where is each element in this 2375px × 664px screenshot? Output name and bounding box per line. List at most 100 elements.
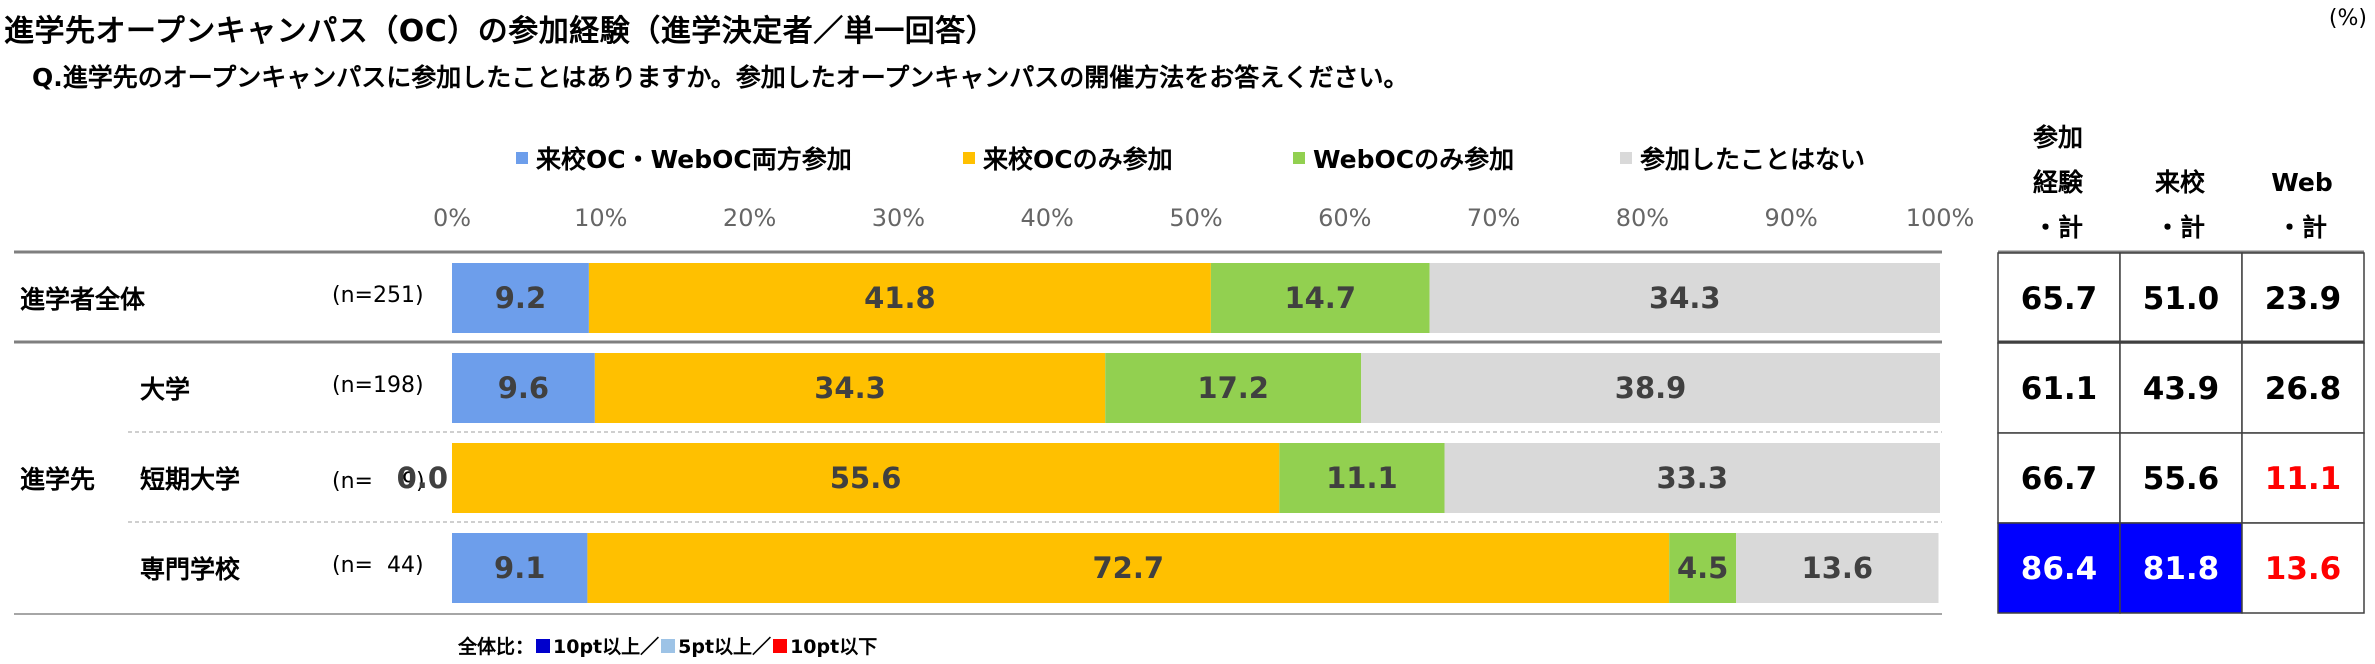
summary-cell bbox=[1997, 522, 2121, 614]
header-web-line2: ・計 bbox=[2276, 213, 2327, 242]
x-tick-label: 20% bbox=[723, 204, 776, 232]
group-label-destination: 進学先 bbox=[20, 465, 96, 494]
note-swatch-10pt-down bbox=[773, 638, 788, 653]
bar-value-label: 55.6 bbox=[830, 461, 902, 495]
bar-value-label: 11.1 bbox=[1326, 461, 1398, 495]
bar-segment bbox=[1736, 533, 1939, 603]
summary-value: 51.0 bbox=[2143, 281, 2220, 317]
summary-cell bbox=[2241, 432, 2365, 524]
bar-value-label: 13.6 bbox=[1802, 551, 1874, 585]
bar-segment bbox=[1669, 533, 1737, 603]
summary-value: 11.1 bbox=[2265, 461, 2342, 497]
bar-segment bbox=[1429, 263, 1940, 333]
bar-value-label: 34.3 bbox=[1649, 281, 1721, 315]
x-tick-label: 0% bbox=[433, 204, 471, 232]
bar-segment bbox=[452, 353, 595, 423]
question-text: Q.進学先のオープンキャンパスに参加したことはありますか。参加したオープンキャン… bbox=[32, 63, 1409, 92]
note-label-5pt-up: 5pt以上 bbox=[678, 636, 753, 658]
x-tick-label: 100% bbox=[1906, 204, 1975, 232]
bar-value-label: 14.7 bbox=[1284, 281, 1356, 315]
header-campus: 来校 ・計 bbox=[2120, 160, 2240, 250]
header-participation-line3: ・計 bbox=[2032, 213, 2083, 242]
summary-value: 65.7 bbox=[2021, 281, 2098, 317]
legend-swatch-both bbox=[516, 152, 528, 164]
legend-item-web-only: WebOCのみ参加 bbox=[1293, 140, 1514, 176]
bar-segment bbox=[1210, 263, 1430, 333]
comparison-note: 全体比： 10pt以上 ／ 5pt以上 ／ 10pt以下 bbox=[458, 632, 877, 659]
legend-swatch-campus-only bbox=[963, 152, 975, 164]
summary-value: 13.6 bbox=[2265, 551, 2342, 587]
bar-segment bbox=[452, 443, 1280, 513]
legend-label-both: 来校OC・WebOC両方参加 bbox=[536, 145, 852, 174]
x-tick-label: 50% bbox=[1169, 204, 1222, 232]
x-tick-label: 60% bbox=[1318, 204, 1371, 232]
header-campus-line2: ・計 bbox=[2154, 213, 2205, 242]
summary-value: 55.6 bbox=[2143, 461, 2220, 497]
bar-value-label: 72.7 bbox=[1093, 551, 1165, 585]
bar-value-label: 4.5 bbox=[1677, 551, 1728, 585]
x-tick-label: 40% bbox=[1021, 204, 1074, 232]
note-swatch-5pt-up bbox=[661, 638, 676, 653]
legend-item-none: 参加したことはない bbox=[1620, 140, 1865, 176]
summary-cell bbox=[2241, 342, 2365, 434]
note-prefix: 全体比： bbox=[458, 636, 535, 658]
bar-segment bbox=[452, 533, 588, 603]
summary-value: 43.9 bbox=[2143, 371, 2220, 407]
note-label-10pt-down: 10pt以下 bbox=[790, 636, 878, 658]
bar-series: 9.2 41.8 14.7 34.3 9.6 34.3 17.2 38.9 0.0 55.6 11.… bbox=[397, 263, 1940, 603]
bar-value-label: 41.8 bbox=[864, 281, 936, 315]
x-tick-label: 10% bbox=[574, 204, 627, 232]
row-n-junior-college: (n= 9) bbox=[332, 469, 425, 494]
x-tick-label: 30% bbox=[872, 204, 925, 232]
bar-segment bbox=[1105, 353, 1362, 423]
legend-label-none: 参加したことはない bbox=[1640, 145, 1866, 174]
bar-segment bbox=[1279, 443, 1445, 513]
bar-value-label: 34.3 bbox=[814, 371, 886, 405]
summary-value: 26.8 bbox=[2265, 371, 2342, 407]
bar-segment bbox=[1361, 353, 1940, 423]
bar-segment bbox=[594, 353, 1106, 423]
bar-value-label: 33.3 bbox=[1656, 461, 1728, 495]
row-n-vocational: (n= 44) bbox=[332, 553, 424, 578]
legend-swatch-web-only bbox=[1293, 152, 1305, 164]
row-label-university: 大学 bbox=[140, 375, 191, 404]
note-swatch-10pt-up bbox=[536, 638, 551, 653]
legend-item-campus-only: 来校OCのみ参加 bbox=[963, 140, 1173, 176]
summary-value: 23.9 bbox=[2265, 281, 2342, 317]
x-tick-label: 70% bbox=[1467, 204, 1520, 232]
summary-table: 65.7 51.0 23.9 61.1 43.9 26.8 66.7 55.6 11.1 86.4… bbox=[1997, 250, 2365, 614]
legend-label-campus-only: 来校OCのみ参加 bbox=[983, 145, 1173, 174]
summary-value: 86.4 bbox=[2021, 551, 2098, 587]
header-web-line1: Web bbox=[2271, 168, 2333, 197]
bar-value-label: 9.2 bbox=[495, 281, 546, 315]
row-n-university: (n=198) bbox=[332, 373, 424, 398]
bar-segment bbox=[587, 533, 1670, 603]
note-label-10pt-up: 10pt以上 bbox=[553, 636, 641, 658]
x-tick-label: 90% bbox=[1765, 204, 1818, 232]
bar-value-label: 9.1 bbox=[494, 551, 545, 585]
legend-swatch-none bbox=[1620, 152, 1632, 164]
header-web: Web ・計 bbox=[2242, 160, 2362, 250]
x-tick-label: 80% bbox=[1616, 204, 1669, 232]
legend-label-web-only: WebOCのみ参加 bbox=[1313, 145, 1515, 174]
note-separator-1: ／ bbox=[640, 636, 660, 658]
row-label-vocational: 専門学校 bbox=[140, 555, 241, 584]
header-campus-line1: 来校 bbox=[2154, 168, 2205, 197]
row-n-overall: (n=251) bbox=[332, 283, 424, 308]
summary-cell bbox=[1997, 252, 2121, 344]
header-participation-line1: 参加 bbox=[2032, 123, 2083, 152]
bar-value-label: 9.6 bbox=[498, 371, 549, 405]
summary-cell bbox=[2119, 342, 2243, 434]
summary-value: 66.7 bbox=[2021, 461, 2098, 497]
summary-cell bbox=[2241, 522, 2365, 614]
summary-value: 81.8 bbox=[2143, 551, 2220, 587]
bar-segment bbox=[1444, 443, 1940, 513]
bar-value-label: 38.9 bbox=[1615, 371, 1687, 405]
row-label-junior-college: 短期大学 bbox=[140, 465, 241, 494]
page-title: 進学先オープンキャンパス（OC）の参加経験（進学決定者／単一回答） bbox=[4, 14, 997, 49]
bar-value-label: 0.0 bbox=[397, 461, 448, 495]
x-axis-ticks: 0% 10% 20% 30% 40% 50% 60% 70% 80% 90% 100% bbox=[433, 204, 1974, 232]
row-label-overall: 進学者全体 bbox=[20, 285, 146, 314]
bar-segment bbox=[588, 263, 1211, 333]
